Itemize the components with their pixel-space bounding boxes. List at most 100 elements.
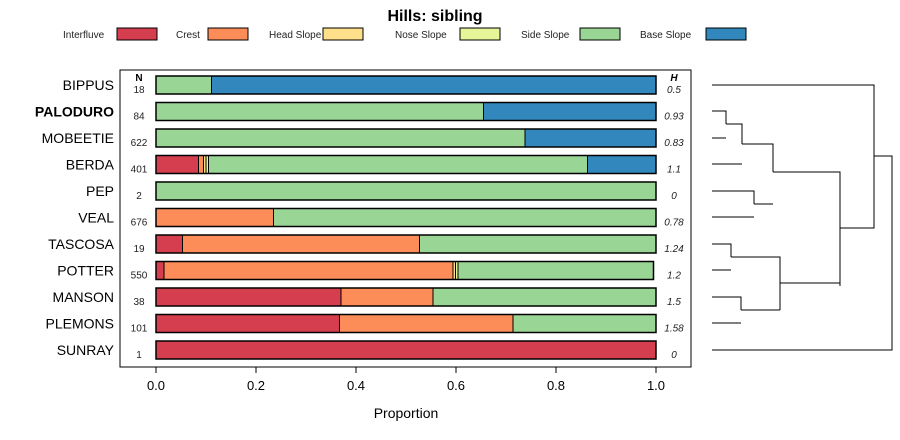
legend-label: Crest: [176, 30, 200, 41]
n-value: 2: [136, 191, 142, 202]
h-value: 0: [671, 350, 677, 361]
legend-label: Interfluve: [63, 30, 105, 41]
bar-segment: [483, 102, 657, 121]
n-value: 676: [131, 218, 148, 229]
legend-label: Side Slope: [521, 30, 570, 41]
category-label: PALODURO: [35, 104, 114, 120]
h-value: 1.5: [667, 297, 681, 308]
bar-segment: [155, 155, 199, 174]
bar-outline: [155, 260, 655, 281]
bar-outline: [155, 313, 657, 334]
n-header: N: [135, 73, 142, 84]
x-tick-label: 1.0: [647, 378, 665, 393]
bar-segment: [182, 234, 420, 254]
bar-outline: [155, 287, 657, 307]
x-tick-label: 0.6: [447, 378, 465, 393]
bar-segment: [339, 314, 514, 333]
dendrogram-branch: [712, 296, 742, 310]
x-axis-label: Proportion: [374, 405, 439, 421]
category-label: PEP: [86, 183, 114, 199]
n-value: 1: [136, 350, 142, 361]
category-label: VEAL: [78, 210, 114, 226]
h-value: 1.1: [667, 165, 681, 176]
legend-swatch: [207, 27, 249, 41]
dendrogram-branch: [712, 190, 755, 204]
dendrogram-branch: [840, 156, 875, 229]
category-label: PLEMONS: [46, 316, 114, 332]
category-label: MANSON: [53, 289, 114, 305]
dendrogram-branch: [712, 110, 727, 124]
bar-segment: [198, 155, 204, 174]
category-label: POTTER: [57, 263, 114, 279]
legend-label: Head Slope: [269, 30, 322, 41]
h-value: 1.2: [667, 271, 681, 282]
plot-panel: [119, 69, 692, 368]
bar-segment: [155, 287, 342, 307]
category-label: MOBEETIE: [42, 130, 114, 146]
category-label: BERDA: [66, 157, 115, 173]
legend-swatch: [116, 27, 158, 41]
h-value: 0: [671, 191, 677, 202]
h-value: 0.78: [664, 218, 684, 229]
legend-swatch: [579, 27, 621, 41]
x-tick-label: 0.0: [147, 378, 165, 393]
bar-outline: [155, 101, 657, 122]
bar-segment: [163, 261, 454, 280]
bar-segment: [155, 340, 657, 360]
n-value: 18: [133, 85, 145, 96]
x-tick-label: 0.8: [547, 378, 565, 393]
x-tick-label: 0.4: [347, 378, 365, 393]
dendrogram-branch: [742, 143, 774, 172]
bar-segment: [155, 75, 212, 95]
dendrogram: [712, 84, 893, 351]
bar-outline: [155, 340, 657, 360]
bar-segment: [457, 261, 654, 280]
legend-label: Base Slope: [640, 30, 692, 41]
bar-segment: [155, 234, 183, 254]
n-value: 622: [131, 138, 148, 149]
h-value: 0.83: [664, 138, 684, 149]
n-value: 101: [131, 324, 148, 335]
bar-segment: [211, 75, 657, 95]
legend-swatch: [459, 27, 501, 41]
legend: Interfluve Crest Head Slope Nose Slope Side …: [63, 27, 747, 41]
bar-outline: [155, 181, 657, 201]
bar-segment: [524, 128, 657, 148]
bar-outline: [155, 75, 657, 95]
bar-outline: [155, 234, 657, 254]
n-value: 84: [133, 112, 145, 123]
h-value: 1.58: [664, 324, 684, 335]
n-value: 401: [131, 165, 148, 176]
bar-segment: [155, 208, 274, 227]
row-labels: N H BIPPUS 18 0.5 PALODURO 84 0.93 MOBEETIE 622 0.…: [35, 73, 684, 361]
bar-segment: [512, 314, 657, 333]
bar-segment: [155, 261, 165, 280]
x-tick-label: 0.2: [247, 378, 265, 393]
h-value: 0.93: [664, 112, 684, 123]
x-axis: 0.0 0.2 0.4 0.6 0.8 1.0: [147, 367, 665, 393]
legend-swatch: [705, 27, 747, 41]
bar-segment: [155, 128, 526, 148]
bar-outline: [155, 128, 657, 148]
n-value: 38: [133, 297, 145, 308]
h-header: H: [670, 73, 678, 84]
bar-segment: [273, 208, 657, 227]
n-value: 19: [133, 244, 145, 255]
dendrogram-branch: [712, 243, 732, 257]
h-value: 0.5: [667, 85, 681, 96]
bar-segment: [432, 287, 657, 307]
h-value: 1.24: [664, 244, 684, 255]
bar-outline: [155, 207, 657, 228]
bar-outline: [155, 154, 657, 175]
legend-swatch: [322, 27, 364, 41]
bar-segment: [155, 181, 657, 201]
bars: [155, 75, 657, 360]
category-label: SUNRAY: [57, 342, 115, 358]
bar-segment: [587, 155, 657, 174]
dendrogram-branch: [726, 123, 743, 144]
category-label: BIPPUS: [63, 77, 114, 93]
bar-segment: [208, 155, 588, 174]
category-label: TASCOSA: [48, 236, 115, 252]
bar-segment: [340, 287, 434, 307]
